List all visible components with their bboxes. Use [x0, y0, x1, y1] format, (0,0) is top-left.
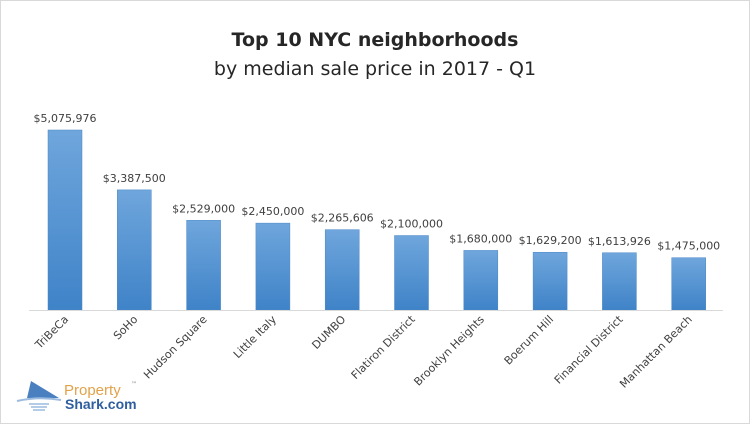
bar-dumbo	[324, 229, 360, 311]
data-label: $3,387,500	[103, 172, 166, 185]
data-label: $2,100,000	[380, 218, 443, 231]
chart-title: Top 10 NYC neighborhoods	[231, 29, 519, 51]
propertyshark-logo: Property Shark.com ™	[16, 381, 137, 412]
bar-little-italy	[255, 222, 291, 311]
x-tick-label: SoHo	[111, 313, 141, 343]
bar-brooklyn-heights	[463, 250, 499, 311]
x-tick-label: Flatiron District	[349, 312, 418, 381]
data-label: $5,075,976	[34, 112, 97, 125]
x-tick-label: Brooklyn Heights	[411, 313, 487, 389]
data-label: $1,629,200	[519, 234, 582, 247]
data-label: $2,529,000	[172, 202, 235, 215]
chart-subtitle: by median sale price in 2017 - Q1	[213, 58, 537, 80]
x-tick-label: Manhattan Beach	[617, 313, 695, 391]
data-label: $1,475,000	[657, 240, 720, 253]
x-tick-label: Hudson Square	[141, 313, 210, 382]
data-label: $2,450,000	[241, 205, 304, 218]
x-tick-label: TriBeCa	[32, 313, 71, 352]
data-label: $1,680,000	[449, 232, 512, 245]
bar-flatiron-district	[394, 235, 429, 311]
bar-boerum-hill	[532, 251, 568, 311]
data-label: $2,265,606	[311, 212, 374, 225]
bar-tribeca	[47, 129, 83, 311]
logo-text-property: Property	[64, 382, 121, 399]
x-tick-label: Little Italy	[231, 313, 279, 361]
shark-fin-icon	[16, 381, 62, 411]
bar-soho	[117, 189, 152, 311]
x-tick-label: DUMBO	[309, 313, 348, 352]
x-tick-label: Boerum Hill	[502, 313, 557, 368]
bar-financial-district	[602, 252, 637, 311]
data-label: $1,613,926	[588, 235, 651, 248]
x-tick-label: Financial District	[552, 312, 626, 386]
bar-hudson-square	[186, 220, 221, 311]
logo-trademark: ™	[131, 381, 137, 388]
logo-text-shark: Shark.com	[65, 396, 137, 412]
bar-manhattan-beach	[671, 257, 706, 311]
